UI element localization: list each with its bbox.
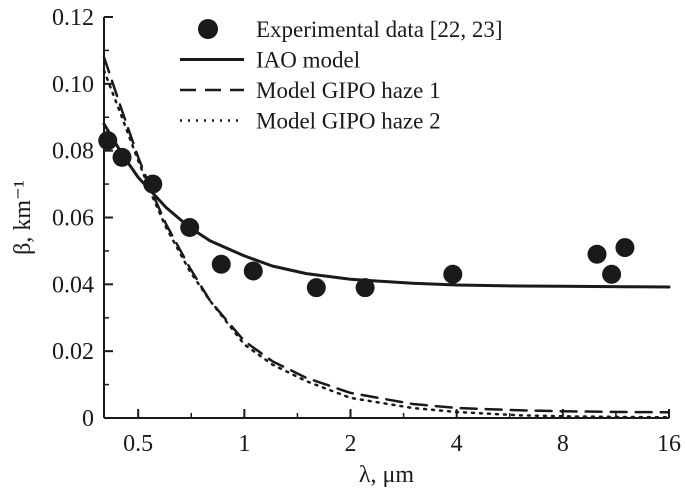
x-tick-label: 8 bbox=[557, 431, 569, 457]
data-point bbox=[211, 254, 231, 274]
axes: 0 0.02 0.04 0.06 0.08 0.10 0.12 0.5 1 2 4 8 16 bbox=[52, 5, 681, 457]
x-tick-label: 16 bbox=[657, 431, 681, 457]
x-tick-label: 2 bbox=[345, 431, 357, 457]
y-tick-label: 0.06 bbox=[52, 206, 94, 232]
legend-label: Model GIPO haze 2 bbox=[256, 109, 441, 134]
y-tick-label: 0 bbox=[82, 406, 94, 432]
x-tick-label: 1 bbox=[238, 431, 250, 457]
legend: Experimental data [22, 23] IAO model Model… bbox=[180, 17, 503, 134]
data-point bbox=[615, 238, 635, 258]
x-axis-label: λ, μm bbox=[359, 462, 415, 488]
data-point bbox=[243, 261, 263, 281]
series-line bbox=[102, 55, 671, 414]
data-point bbox=[306, 278, 326, 298]
y-tick-label: 0.10 bbox=[52, 72, 94, 98]
y-tick-label: 0.08 bbox=[52, 139, 94, 165]
y-tick-label: 0.04 bbox=[52, 272, 94, 298]
plot-area bbox=[98, 55, 671, 419]
data-point bbox=[443, 264, 463, 284]
legend-marker bbox=[198, 19, 218, 39]
data-point bbox=[602, 264, 622, 284]
y-tick-label: 0.12 bbox=[52, 5, 94, 31]
series-line bbox=[102, 69, 671, 419]
legend-label: IAO model bbox=[256, 48, 360, 73]
legend-label: Model GIPO haze 1 bbox=[256, 78, 441, 103]
y-tick-label: 0.02 bbox=[52, 339, 94, 365]
x-tick-label: 4 bbox=[451, 431, 463, 457]
series-line bbox=[102, 122, 671, 289]
x-tick-label: 0.5 bbox=[123, 431, 153, 457]
y-axis-label: β, km⁻¹ bbox=[10, 180, 36, 255]
legend-label: Experimental data [22, 23] bbox=[256, 17, 503, 42]
data-point bbox=[355, 278, 375, 298]
data-point bbox=[587, 244, 607, 264]
